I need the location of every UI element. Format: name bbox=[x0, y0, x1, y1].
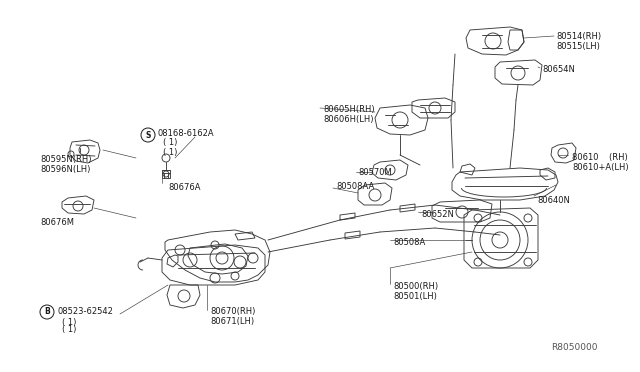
Text: 80671(LH): 80671(LH) bbox=[210, 317, 254, 326]
Text: 80610+A(LH): 80610+A(LH) bbox=[572, 163, 628, 172]
Text: 80676A: 80676A bbox=[168, 183, 200, 192]
Text: 08168-6162A: 08168-6162A bbox=[158, 128, 214, 138]
Text: 80610    (RH): 80610 (RH) bbox=[572, 153, 628, 162]
Text: 80652N: 80652N bbox=[421, 210, 454, 219]
Text: 80654N: 80654N bbox=[542, 65, 575, 74]
Text: ( 1): ( 1) bbox=[62, 325, 76, 334]
Text: 80508AA: 80508AA bbox=[336, 182, 374, 191]
Text: 80596N(LH): 80596N(LH) bbox=[40, 165, 90, 174]
Text: 80676M: 80676M bbox=[40, 218, 74, 227]
Text: 80595N(RH): 80595N(RH) bbox=[40, 155, 92, 164]
Text: 80515(LH): 80515(LH) bbox=[556, 42, 600, 51]
Text: S: S bbox=[145, 131, 150, 140]
Text: 80605H(RH): 80605H(RH) bbox=[323, 105, 374, 114]
Text: 80508A: 80508A bbox=[393, 238, 425, 247]
Text: 80500(RH): 80500(RH) bbox=[393, 282, 438, 291]
Text: ( 1): ( 1) bbox=[163, 148, 177, 157]
Text: 80670(RH): 80670(RH) bbox=[210, 307, 255, 316]
Text: B: B bbox=[44, 308, 50, 317]
Text: ( 1): ( 1) bbox=[163, 138, 177, 148]
Text: 80606H(LH): 80606H(LH) bbox=[323, 115, 374, 124]
Text: 80501(LH): 80501(LH) bbox=[393, 292, 437, 301]
Text: 80514(RH): 80514(RH) bbox=[556, 32, 601, 41]
Text: ( 1): ( 1) bbox=[62, 317, 76, 327]
Text: R8050000: R8050000 bbox=[552, 343, 598, 352]
Text: 80640N: 80640N bbox=[537, 196, 570, 205]
Text: 80570M: 80570M bbox=[358, 168, 392, 177]
Text: 08523-62542: 08523-62542 bbox=[57, 308, 113, 317]
